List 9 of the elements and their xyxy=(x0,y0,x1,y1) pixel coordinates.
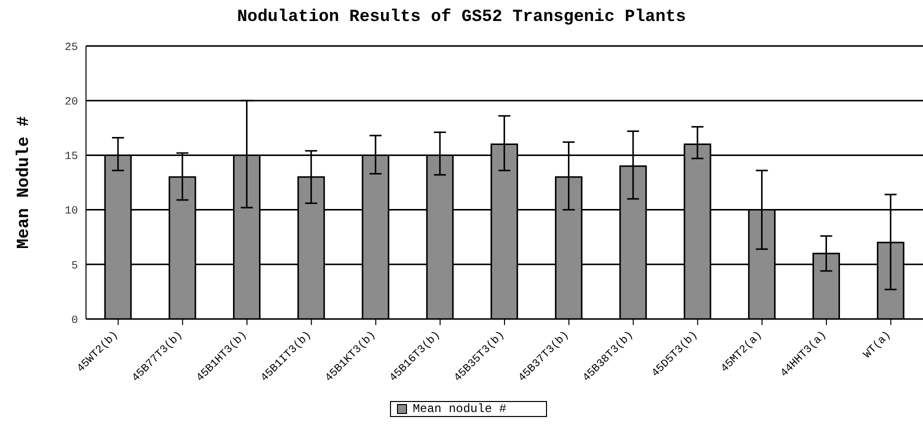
y-tick-label: 0 xyxy=(71,314,78,327)
y-axis-title: Mean Nodule # xyxy=(15,116,34,249)
y-tick-label: 10 xyxy=(64,206,78,218)
legend-label: Mean nodule # xyxy=(412,402,506,416)
y-tick-label: 20 xyxy=(64,96,78,109)
y-tick-label: 5 xyxy=(71,260,78,272)
chart-title: Nodulation Results of GS52 Transgenic Plants xyxy=(236,8,687,27)
y-tick-label: 15 xyxy=(64,151,78,164)
y-tick-label: 25 xyxy=(64,42,78,54)
